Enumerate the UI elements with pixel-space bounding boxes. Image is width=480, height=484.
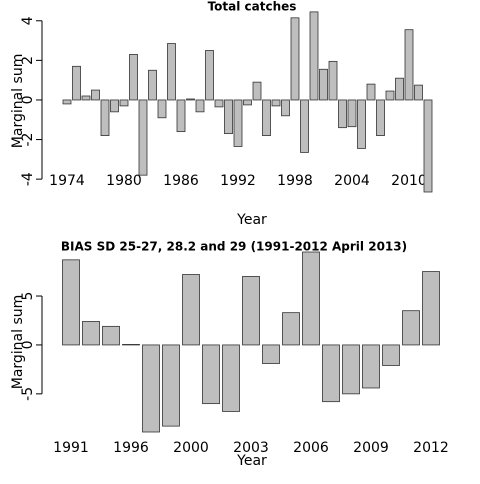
bar <box>142 344 160 433</box>
bar <box>262 344 280 364</box>
bar <box>376 99 385 136</box>
y-tick-label: -2 <box>20 133 36 147</box>
y-tick-label: 0 <box>20 95 36 104</box>
bar <box>122 344 140 346</box>
bar <box>233 99 243 147</box>
bar <box>72 65 81 101</box>
chart-title: BIAS SD 25-27, 28.2 and 29 (1991-2012 Ap… <box>61 240 407 254</box>
y-tick-label: 0 <box>20 340 36 349</box>
x-tick-label: 2012 <box>413 440 449 456</box>
bar <box>242 276 260 346</box>
bar <box>148 69 157 101</box>
bar <box>347 99 357 128</box>
bar <box>395 77 404 101</box>
x-tick-label: 1991 <box>53 440 89 456</box>
bar <box>129 54 138 101</box>
x-tick-label: 2003 <box>233 440 269 456</box>
bar <box>362 344 380 389</box>
bar <box>162 344 180 427</box>
bar <box>81 95 91 101</box>
x-tick-label: 1980 <box>106 173 142 189</box>
bar <box>222 344 240 412</box>
bar <box>322 344 340 403</box>
bar <box>202 344 220 405</box>
bar <box>100 99 110 136</box>
chart-title: Total catches <box>208 0 297 14</box>
bar <box>110 99 119 113</box>
bar <box>102 325 120 346</box>
y-tick-label: -4 <box>20 172 36 186</box>
y-tick-label: 2 <box>20 56 36 65</box>
x-axis-label: Year <box>236 212 267 228</box>
bar <box>404 29 414 101</box>
x-tick-label: 1986 <box>163 173 199 189</box>
bar <box>342 344 360 395</box>
y-axis-label: Marginal sum <box>10 54 26 149</box>
bar <box>195 99 205 113</box>
bar <box>402 310 420 346</box>
x-tick-label: 2004 <box>334 173 370 189</box>
bar <box>302 251 320 346</box>
bar <box>119 99 129 107</box>
bar <box>271 99 281 107</box>
bar <box>157 99 167 119</box>
y-tick-label: 4 <box>20 16 36 25</box>
bar <box>138 99 148 176</box>
bar <box>300 99 309 153</box>
bar <box>366 83 376 101</box>
x-tick-label: 1974 <box>49 173 85 189</box>
bar <box>214 99 224 108</box>
bar <box>414 84 423 101</box>
bar <box>62 259 80 346</box>
x-axis-label: Year <box>236 453 267 469</box>
x-tick-label: 2009 <box>353 440 389 456</box>
x-tick-label: 2010 <box>391 173 427 189</box>
bar <box>385 90 395 101</box>
x-tick-label: 1996 <box>113 440 149 456</box>
bar <box>62 99 72 105</box>
bar <box>382 344 400 366</box>
bar <box>91 89 100 101</box>
bar <box>357 99 366 149</box>
bar <box>328 60 338 101</box>
bar <box>252 81 262 101</box>
bar <box>281 99 290 117</box>
bar <box>422 271 440 346</box>
x-tick-label: 1998 <box>277 173 313 189</box>
bar <box>423 99 433 193</box>
y-tick-label: 5 <box>20 292 36 301</box>
bar <box>319 68 328 101</box>
y-axis-label: Marginal sum <box>10 295 26 390</box>
bar <box>82 321 100 346</box>
bar <box>338 99 347 129</box>
x-tick-label: 2006 <box>293 440 329 456</box>
y-tick-label: -5 <box>20 387 36 401</box>
bar <box>176 99 186 133</box>
bar <box>290 17 300 101</box>
bar <box>262 99 271 136</box>
x-tick-label: 2000 <box>173 440 209 456</box>
x-tick-label: 1992 <box>220 173 256 189</box>
bar <box>186 98 195 101</box>
bar <box>243 99 252 106</box>
bar <box>182 274 200 346</box>
bar <box>167 43 176 101</box>
bar <box>205 50 214 101</box>
bar <box>309 11 319 101</box>
bar <box>224 99 233 135</box>
bar <box>282 312 300 346</box>
